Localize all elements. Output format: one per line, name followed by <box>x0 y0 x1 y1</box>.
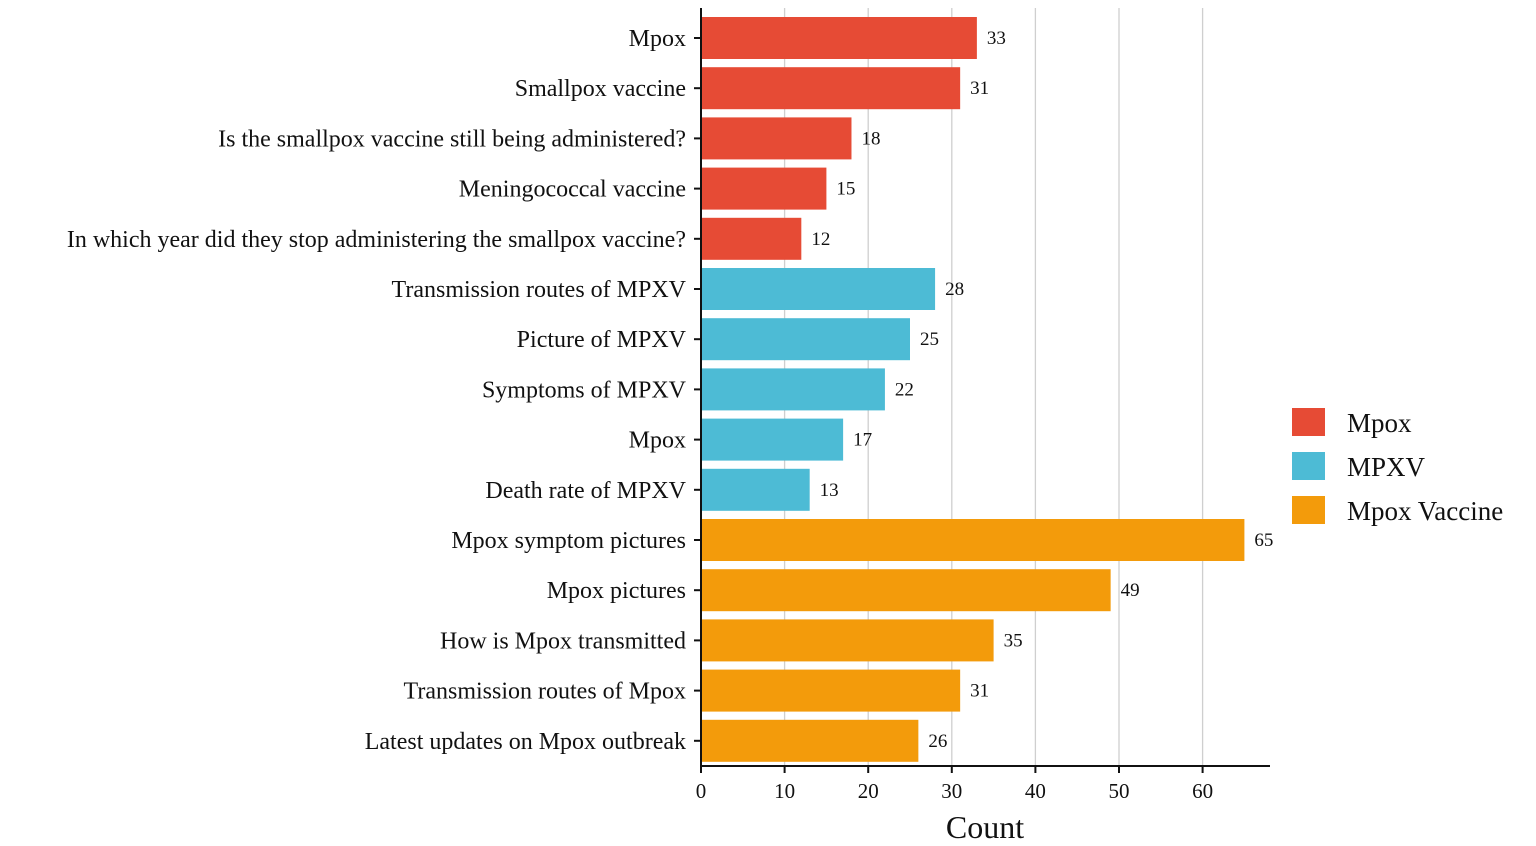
legend-label: Mpox <box>1347 408 1412 438</box>
legend: Mpox MPXV Mpox Vaccine <box>1292 408 1503 526</box>
value-label: 15 <box>836 179 855 200</box>
category-label: Meningococcal vaccine <box>459 177 686 203</box>
bar-mpox-vaccine <box>701 519 1245 561</box>
value-label: 65 <box>1254 530 1273 551</box>
bar-mpxv <box>701 418 844 461</box>
legend-swatch-mpox-vaccine <box>1292 496 1325 524</box>
legend-swatch-mpox <box>1292 408 1325 436</box>
category-label: Transmission routes of Mpox <box>404 679 686 705</box>
value-label: 31 <box>970 681 989 702</box>
value-label: 22 <box>895 379 914 400</box>
bar-mpox-vaccine <box>701 719 919 762</box>
x-tick-label: 10 <box>774 779 795 803</box>
category-labels: Mpox Smallpox vaccine Is the smallpox vacc… <box>67 26 687 755</box>
value-labels: 33 31 18 15 12 28 25 22 17 13 65 49 35 31 26 <box>811 28 1273 752</box>
category-label: In which year did they stop administerin… <box>67 227 686 253</box>
x-tick-label: 50 <box>1109 779 1130 803</box>
bar-mpxv <box>701 268 936 310</box>
bar-mpxv <box>701 318 910 361</box>
value-label: 26 <box>928 731 947 752</box>
category-label: Picture of MPXV <box>517 327 687 353</box>
value-label: 17 <box>853 430 872 451</box>
bar-mpox-vaccine <box>701 619 994 662</box>
x-tick-label: 0 <box>696 779 707 803</box>
category-label: Transmission routes of MPXV <box>392 277 687 303</box>
value-label: 28 <box>945 279 964 300</box>
bars <box>701 17 1245 762</box>
category-label: Mpox <box>629 26 686 52</box>
value-label: 25 <box>920 329 939 350</box>
value-label: 13 <box>820 480 839 501</box>
x-tick-label: 20 <box>858 779 879 803</box>
category-label: Mpox symptom pictures <box>451 528 686 554</box>
category-label: Is the smallpox vaccine still being admi… <box>218 126 686 152</box>
bar-mpox <box>701 167 827 210</box>
bar-mpox <box>701 117 852 160</box>
x-tick-label: 60 <box>1192 779 1213 803</box>
category-label: Symptoms of MPXV <box>482 377 687 403</box>
category-label: Latest updates on Mpox outbreak <box>365 729 686 755</box>
bar-mpxv <box>701 468 810 511</box>
value-label: 35 <box>1004 630 1023 651</box>
legend-label: Mpox Vaccine <box>1347 496 1503 526</box>
value-label: 18 <box>861 128 880 149</box>
category-label: Death rate of MPXV <box>485 478 686 504</box>
category-label: How is Mpox transmitted <box>440 628 686 654</box>
legend-label: MPXV <box>1347 452 1426 482</box>
axes: 0 10 20 30 40 50 60 <box>694 8 1270 803</box>
bar-mpox-vaccine <box>701 569 1111 612</box>
x-tick-label: 40 <box>1025 779 1046 803</box>
category-label: Smallpox vaccine <box>515 76 686 102</box>
bar-mpxv <box>701 368 885 411</box>
value-label: 49 <box>1121 580 1140 601</box>
bar-mpox <box>701 67 961 110</box>
value-label: 12 <box>811 229 830 250</box>
category-label: Mpox pictures <box>547 578 686 604</box>
category-label: Mpox <box>629 428 686 454</box>
legend-swatch-mpxv <box>1292 452 1325 480</box>
value-label: 33 <box>987 28 1006 49</box>
bar-mpox-vaccine <box>701 669 961 712</box>
bar-mpox <box>701 217 802 260</box>
x-axis-title: Count <box>946 809 1024 845</box>
x-tick-label: 30 <box>941 779 962 803</box>
bar-mpox <box>701 17 977 59</box>
value-label: 31 <box>970 78 989 99</box>
